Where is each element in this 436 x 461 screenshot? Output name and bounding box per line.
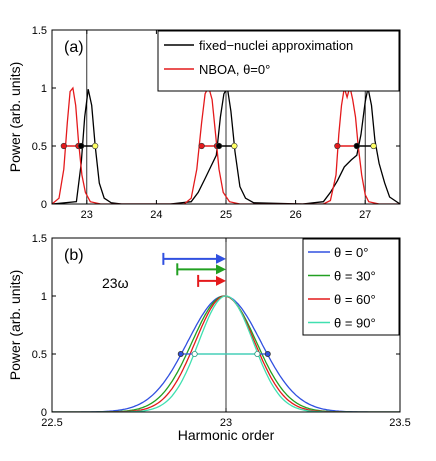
panel-b-y-tick-label: 1 <box>41 291 47 303</box>
series-line-theta-90 <box>52 295 400 412</box>
panel-a-x-tick-label: 24 <box>150 209 162 221</box>
panel-b-label: (b) <box>64 247 84 264</box>
panel-b-ticks: 22.5 23 23.5 0 0.5 1 1.5 <box>32 233 411 429</box>
panel-b-fwhm-dot <box>177 350 184 357</box>
panel-b-fwhm-dot <box>254 350 261 357</box>
panel-a-legend-box <box>157 30 400 92</box>
panel-b-y-tick-label: 0.5 <box>32 349 47 361</box>
panel-a-legend: fixed−nuclei approximation NBOA, θ=0° <box>157 30 400 92</box>
panel-a-x-tick-label: 25 <box>220 209 232 221</box>
shift-arrow-red-head <box>216 275 226 286</box>
panel-b-x-tick-label: 23.5 <box>389 417 410 429</box>
panel-a-y-axis-label: Power (arb. units) <box>7 62 23 172</box>
panel-a-y-tick-label: 0.5 <box>32 141 47 153</box>
panel-b-fwhm-dot <box>264 350 271 357</box>
shift-arrow-blue-head <box>216 253 226 264</box>
panel-a-x-tick-label: 26 <box>289 209 301 221</box>
panel-a-fwhm-dot <box>78 142 85 150</box>
shift-arrow-green-head <box>216 264 226 275</box>
panel-b-x-tick-label: 22.5 <box>41 417 62 429</box>
panel-b: 22.5 23 23.5 0 0.5 1 1.5 (b) 23ω Power (arb. u… <box>7 233 411 443</box>
panel-a: 23 24 25 26 27 0 0.5 1 1.5 (a) Power (arb. units… <box>7 25 401 221</box>
legend-label-theta-30: θ = 30° <box>334 269 376 284</box>
legend-label-nboa: NBOA, θ=0° <box>199 62 270 77</box>
legend-label-theta-60: θ = 60° <box>334 292 376 307</box>
panel-a-fwhm-dot <box>334 142 341 150</box>
harmonic-annotation: 23ω <box>102 275 129 291</box>
panel-a-fwhm-dot <box>92 142 99 150</box>
series-line-nboa <box>52 84 400 204</box>
panel-b-legend: θ = 0° θ = 30° θ = 60° θ = 90° <box>302 238 400 336</box>
panel-a-fwhm-dot <box>231 142 238 150</box>
panel-b-y-tick-label: 1.5 <box>32 233 47 245</box>
legend-label-theta-90: θ = 90° <box>334 316 376 331</box>
panel-a-fwhm-markers <box>60 142 377 150</box>
panel-b-legend-box <box>302 238 400 336</box>
panel-a-fwhm-dot <box>60 142 67 150</box>
panel-a-fwhm-dot <box>198 142 205 150</box>
panel-b-shift-arrows <box>162 252 226 287</box>
panel-b-y-tick-label: 0 <box>41 407 47 419</box>
panel-a-fwhm-dot <box>215 142 223 150</box>
panel-b-fwhm-markers <box>177 350 271 357</box>
legend-label-fixed-nuclei: fixed−nuclei approximation <box>199 38 353 53</box>
panel-a-x-tick-label: 23 <box>81 209 93 221</box>
panel-a-y-tick-label: 0 <box>41 199 47 211</box>
panel-a-x-tick-label: 27 <box>359 209 371 221</box>
legend-label-theta-0: θ = 0° <box>334 245 368 260</box>
panel-b-x-axis-label: Harmonic order <box>178 427 275 443</box>
panel-b-y-axis-label: Power (arb. units) <box>7 270 23 380</box>
panel-a-fwhm-dot <box>370 142 377 150</box>
panel-a-y-tick-label: 1.5 <box>32 25 47 37</box>
panel-b-x-tick-label: 23 <box>220 417 232 429</box>
panel-b-fwhm-dot <box>191 350 198 357</box>
series-line-fixed-nuclei <box>52 86 400 204</box>
panel-a-label: (a) <box>64 39 84 56</box>
panel-a-fwhm-dot <box>353 142 360 150</box>
panel-a-y-tick-label: 1 <box>41 83 47 95</box>
